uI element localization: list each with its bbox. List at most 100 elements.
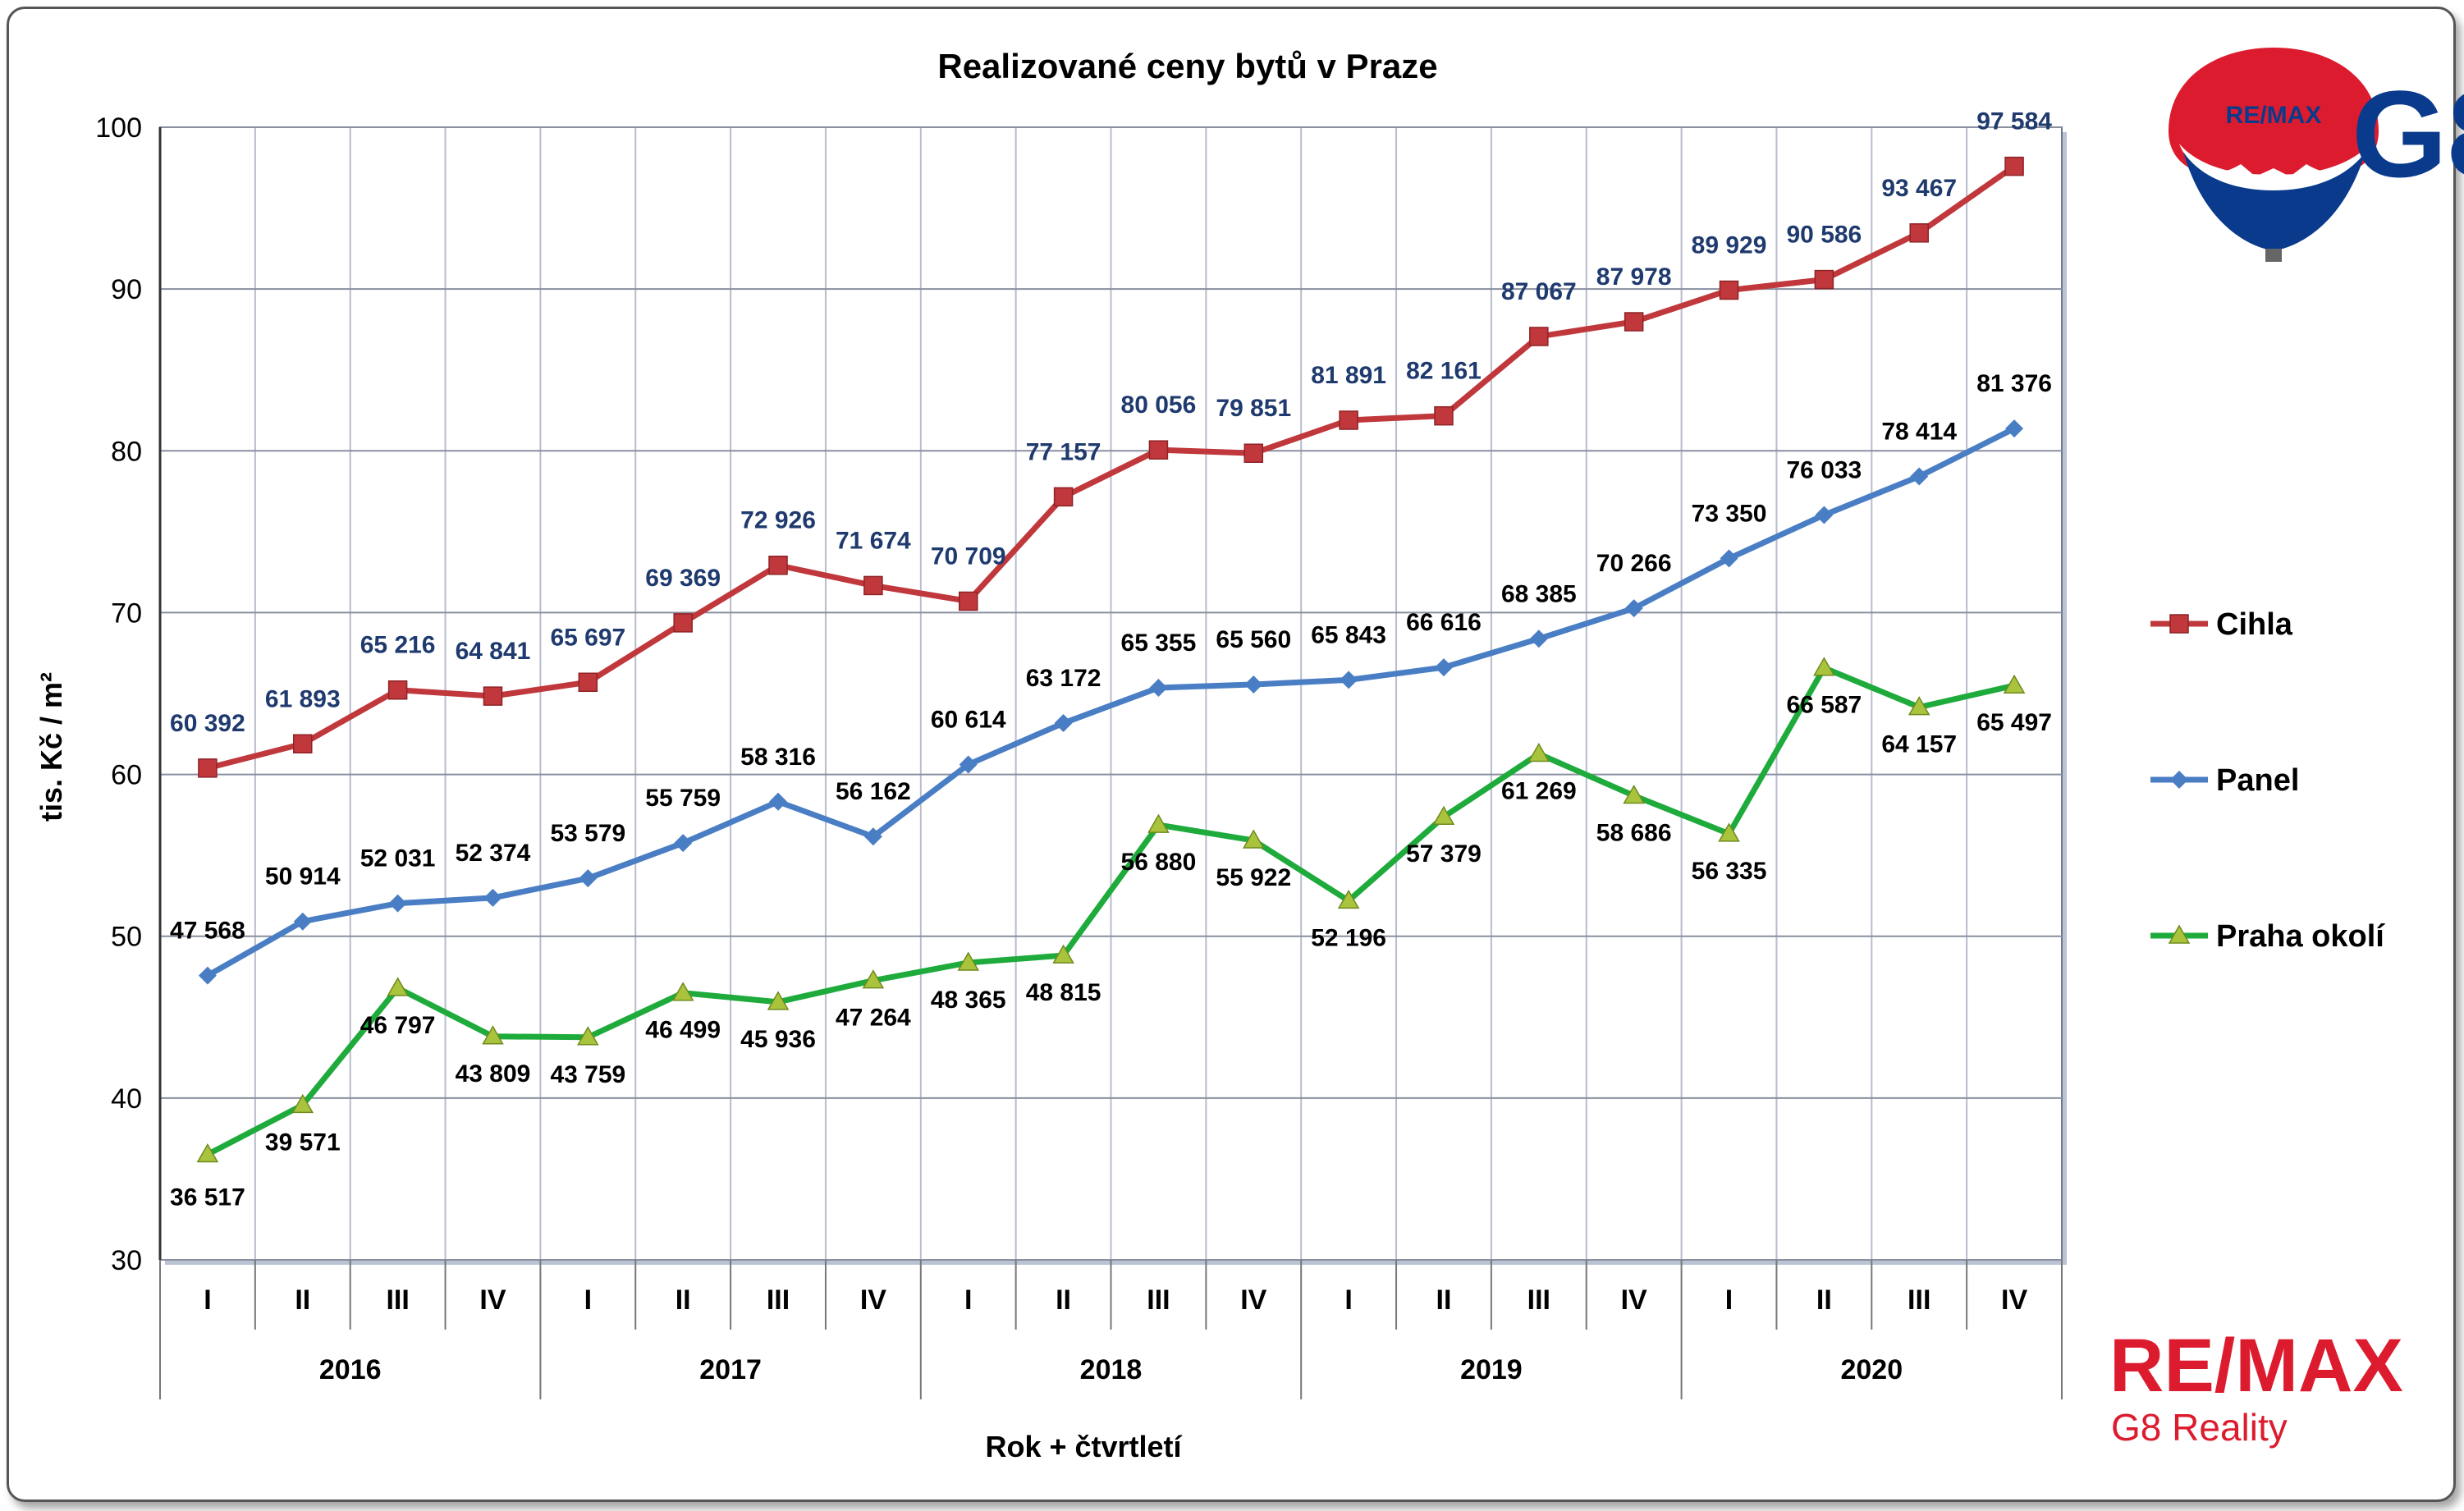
data-label: 63 172 <box>1026 665 1101 692</box>
data-label: 52 196 <box>1311 924 1386 951</box>
balloon-text: RE/MAX <box>2226 102 2322 129</box>
x-tick-quarter: III <box>1147 1284 1170 1316</box>
data-label: 64 157 <box>1881 731 1957 758</box>
data-label: 52 031 <box>360 845 436 872</box>
data-point-praha-okolí <box>1147 813 1170 833</box>
y-tick-label: 60 <box>111 760 142 791</box>
remax-balloon-logo: RE/MAX <box>2169 48 2379 262</box>
data-point-panel <box>1529 630 1548 648</box>
data-label: 56 880 <box>1121 849 1197 876</box>
data-point-cihla <box>1909 223 1929 243</box>
data-point-panel <box>2005 419 2024 438</box>
data-label: 53 579 <box>550 820 625 847</box>
data-label: 43 759 <box>550 1061 625 1088</box>
x-tick-year: 2016 <box>319 1354 382 1385</box>
data-point-panel <box>293 912 312 931</box>
data-point-praha-okolí <box>577 1026 599 1046</box>
x-tick-quarter: II <box>1816 1284 1832 1316</box>
data-label: 73 350 <box>1692 500 1767 527</box>
data-label: 61 269 <box>1501 778 1577 805</box>
data-point-cihla <box>2004 156 2024 176</box>
data-label: 76 033 <box>1786 456 1862 483</box>
data-point-panel <box>388 894 407 913</box>
data-label: 90 586 <box>1786 222 1862 249</box>
data-label: 82 161 <box>1406 358 1482 385</box>
y-tick-label: 70 <box>111 598 142 629</box>
data-point-panel <box>1149 679 1168 698</box>
data-point-panel <box>198 966 217 985</box>
chart-title: Realizované ceny bytů v Praze <box>937 47 1437 85</box>
data-label: 93 467 <box>1881 175 1957 202</box>
data-point-praha-okolí <box>1337 889 1360 909</box>
data-point-cihla <box>483 686 503 706</box>
x-tick-quarter: III <box>1908 1284 1930 1316</box>
data-label: 68 385 <box>1501 580 1577 607</box>
x-tick-quarter: II <box>1056 1284 1071 1316</box>
legend-marker <box>2169 614 2189 634</box>
data-label: 87 978 <box>1596 263 1672 291</box>
data-point-praha-okolí <box>482 1025 504 1045</box>
x-tick-quarter: IV <box>1621 1284 1647 1316</box>
data-label: 66 587 <box>1786 692 1862 719</box>
data-point-praha-okolí <box>1052 944 1074 964</box>
data-label: 65 843 <box>1311 621 1386 648</box>
data-point-panel <box>1720 549 1738 568</box>
data-label: 61 893 <box>265 685 341 712</box>
data-point-praha-okolí <box>1908 696 1930 716</box>
data-label: 47 568 <box>170 918 245 945</box>
data-label: 89 929 <box>1692 232 1767 259</box>
x-tick-quarter: I <box>204 1284 211 1316</box>
data-point-panel <box>483 888 502 907</box>
data-label: 65 355 <box>1121 630 1197 657</box>
data-point-cihla <box>1243 443 1264 463</box>
x-tick-year: 2019 <box>1460 1354 1523 1385</box>
data-label: 60 614 <box>931 706 1006 733</box>
x-tick-quarter: I <box>1344 1284 1352 1316</box>
data-point-praha-okolí <box>1527 743 1550 762</box>
y-tick-label: 90 <box>111 274 142 305</box>
data-label: 55 759 <box>645 785 721 812</box>
x-tick-quarter: I <box>1725 1284 1733 1316</box>
data-point-panel <box>579 869 598 888</box>
data-label: 71 674 <box>836 527 911 554</box>
x-tick-year: 2020 <box>1840 1354 1903 1385</box>
data-point-cihla <box>1624 312 1644 332</box>
data-label: 48 815 <box>1026 979 1101 1006</box>
legend-label: Cihla <box>2216 607 2293 642</box>
data-label: 70 709 <box>931 543 1006 570</box>
series-line-praha-okolí <box>206 665 2015 1157</box>
x-tick-quarter: III <box>386 1284 409 1316</box>
x-tick-quarter: III <box>767 1284 790 1316</box>
data-point-cihla <box>863 575 883 596</box>
data-label: 69 369 <box>645 565 721 592</box>
x-tick-quarter: II <box>676 1284 691 1316</box>
x-axis-title: Rok + čtvrtletí <box>985 1430 1182 1463</box>
data-point-panel <box>1244 675 1263 694</box>
y-axis-title: tis. Kč / m² <box>34 672 68 822</box>
series-line-cihla <box>207 163 2017 772</box>
data-label: 43 809 <box>456 1060 531 1087</box>
legend: Cihla Panel Praha okolí <box>2150 607 2385 954</box>
data-point-panel <box>863 827 882 846</box>
data-point-praha-okolí <box>1432 805 1455 825</box>
data-point-cihla <box>768 555 788 575</box>
data-point-panel <box>1815 506 1834 524</box>
data-point-cihla <box>1053 487 1074 507</box>
y-tick-label: 100 <box>95 112 142 144</box>
data-label: 70 266 <box>1596 550 1672 577</box>
data-label: 52 374 <box>456 840 531 867</box>
data-label: 78 414 <box>1881 419 1957 446</box>
data-label: 58 316 <box>740 744 816 771</box>
y-tick-label: 40 <box>111 1083 142 1115</box>
remax-logo-text: RE/MAX <box>2109 1324 2403 1408</box>
data-point-cihla <box>387 680 408 700</box>
data-point-cihla <box>673 613 693 633</box>
data-point-praha-okolí <box>1623 784 1645 804</box>
data-label: 39 571 <box>265 1129 341 1156</box>
data-label: 64 841 <box>456 638 531 665</box>
data-label: 72 926 <box>740 507 816 534</box>
data-label: 55 922 <box>1216 864 1291 891</box>
series-line-panel <box>206 426 2016 978</box>
data-point-panel <box>1054 714 1073 733</box>
